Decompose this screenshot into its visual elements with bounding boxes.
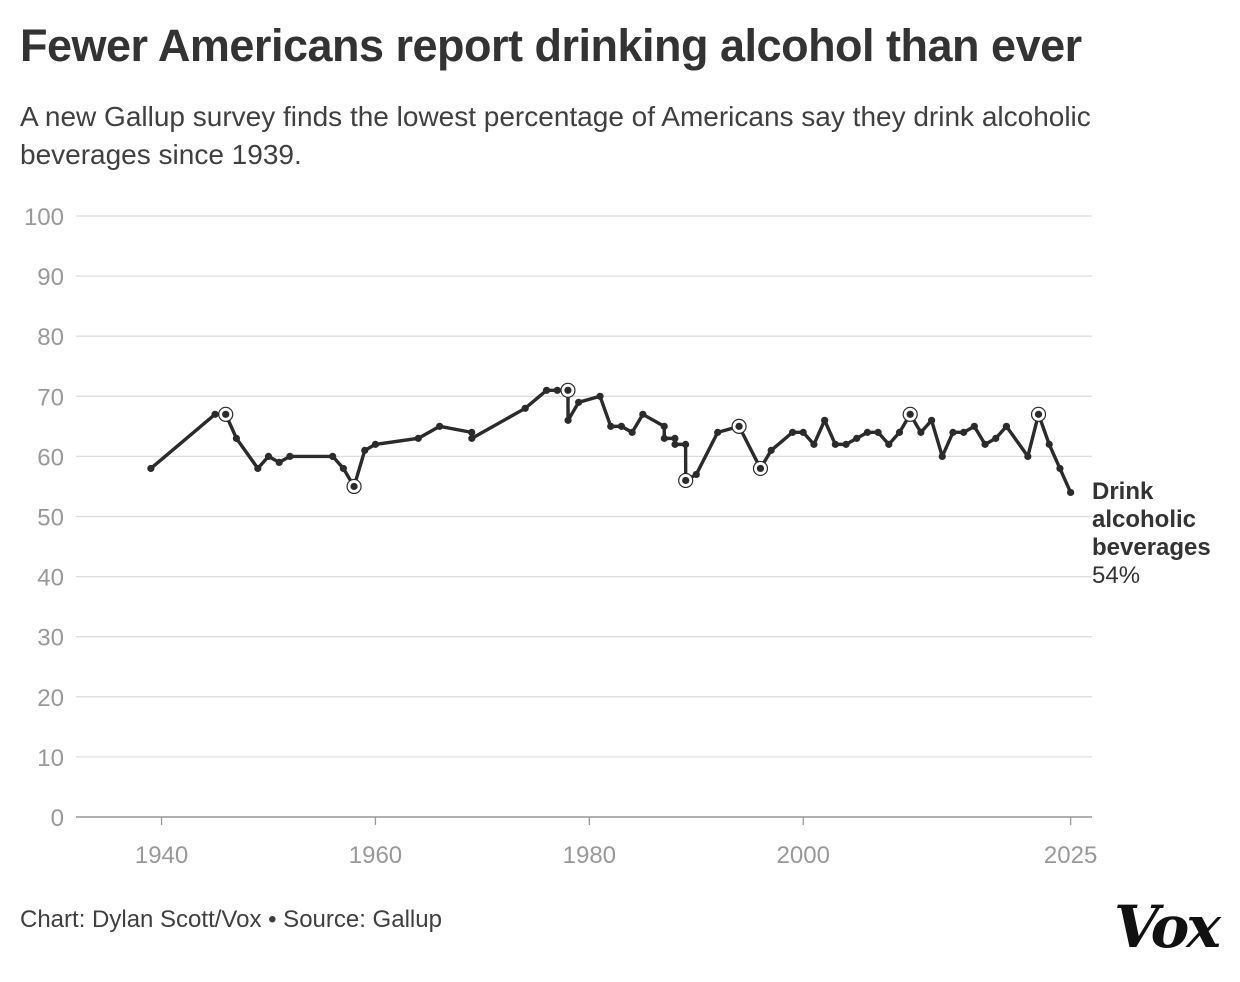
data-point bbox=[853, 434, 861, 442]
data-point bbox=[617, 422, 626, 430]
data-point bbox=[885, 440, 893, 448]
y-tick-label-60: 60 bbox=[37, 444, 64, 471]
data-point bbox=[553, 386, 561, 394]
data-point bbox=[607, 422, 615, 430]
chart-title: Fewer Americans report drinking alcohol … bbox=[20, 20, 1082, 71]
data-point bbox=[821, 416, 829, 424]
data-point bbox=[799, 428, 807, 436]
x-tick-label-2000: 2000 bbox=[777, 842, 830, 869]
y-tick-label-10: 10 bbox=[37, 745, 64, 772]
data-point bbox=[468, 428, 476, 436]
data-point bbox=[232, 434, 241, 442]
data-point bbox=[1067, 488, 1075, 497]
data-point bbox=[254, 464, 262, 473]
y-tick-label-30: 30 bbox=[37, 625, 64, 652]
data-point bbox=[414, 434, 422, 442]
data-point bbox=[361, 446, 369, 454]
data-point bbox=[895, 428, 904, 436]
data-point bbox=[147, 464, 155, 473]
data-point bbox=[639, 410, 647, 418]
y-tick-label-50: 50 bbox=[37, 505, 64, 532]
data-point bbox=[211, 410, 219, 418]
series-end-value: 54% bbox=[1092, 562, 1140, 589]
data-point bbox=[371, 440, 380, 448]
data-point bbox=[692, 470, 700, 479]
data-point bbox=[906, 410, 914, 418]
data-point bbox=[842, 440, 850, 448]
data-point bbox=[767, 446, 775, 454]
data-point bbox=[714, 428, 722, 436]
data-point bbox=[917, 428, 925, 436]
data-point bbox=[542, 386, 551, 394]
x-tick-label-1960: 1960 bbox=[349, 842, 402, 869]
data-point bbox=[339, 464, 347, 473]
data-point bbox=[671, 440, 679, 448]
data-point bbox=[992, 434, 1000, 442]
data-point bbox=[264, 452, 273, 460]
y-tick-label-40: 40 bbox=[37, 565, 64, 592]
data-point bbox=[564, 386, 572, 394]
data-point bbox=[863, 428, 872, 436]
axes: 0 10 20 30 40 50 60 70 80 90 100 1940 1960 1980 2000 20… bbox=[24, 204, 1097, 869]
data-point bbox=[960, 428, 968, 436]
data-point bbox=[596, 392, 604, 400]
y-tick-label-20: 20 bbox=[37, 685, 64, 712]
data-point bbox=[628, 428, 636, 436]
data-point bbox=[735, 422, 743, 430]
data-points bbox=[147, 382, 1075, 497]
data-point bbox=[1045, 440, 1053, 448]
data-point bbox=[222, 410, 230, 418]
series-label-line: beverages bbox=[1092, 534, 1211, 561]
gridlines bbox=[76, 215, 1092, 818]
series-line bbox=[149, 388, 1073, 495]
data-point bbox=[521, 404, 529, 412]
y-tick-label-80: 80 bbox=[37, 324, 64, 351]
data-point bbox=[671, 434, 679, 442]
data-point bbox=[329, 452, 337, 460]
data-point bbox=[1056, 464, 1064, 473]
data-point bbox=[810, 440, 818, 448]
data-point bbox=[468, 434, 476, 442]
data-point bbox=[1024, 452, 1032, 460]
data-point bbox=[682, 476, 690, 485]
data-point bbox=[286, 452, 294, 460]
data-point bbox=[1002, 422, 1011, 430]
data-point bbox=[938, 452, 946, 460]
data-point bbox=[1034, 410, 1043, 418]
data-point bbox=[275, 458, 283, 467]
chart-credit: Chart: Dylan Scott/Vox • Source: Gallup bbox=[20, 906, 442, 933]
data-point bbox=[756, 464, 765, 473]
y-tick-label-100: 100 bbox=[24, 204, 64, 231]
data-point bbox=[874, 428, 882, 436]
data-point bbox=[575, 398, 583, 406]
vox-logo: Vox bbox=[1114, 893, 1221, 961]
data-point bbox=[660, 434, 668, 442]
x-tick-label-1940: 1940 bbox=[135, 842, 188, 869]
data-point bbox=[436, 422, 444, 430]
data-point bbox=[970, 422, 978, 430]
chart-subtitle: A new Gallup survey finds the lowest per… bbox=[20, 101, 1091, 170]
line-chart: 0 10 20 30 40 50 60 70 80 90 100 1940 1960 1980 2000 20… bbox=[24, 204, 1211, 869]
data-point bbox=[660, 422, 668, 430]
data-point bbox=[564, 416, 572, 424]
data-point bbox=[981, 440, 989, 448]
y-tick-label-70: 70 bbox=[37, 384, 64, 411]
data-point bbox=[927, 416, 936, 424]
data-point bbox=[350, 482, 358, 491]
series-label-line: alcoholic bbox=[1092, 506, 1196, 533]
y-tick-label-90: 90 bbox=[37, 264, 64, 291]
series-label-line: Drink bbox=[1092, 478, 1154, 505]
y-tick-label-0: 0 bbox=[51, 805, 64, 832]
x-tick-label-1980: 1980 bbox=[563, 842, 616, 869]
x-tick-label-2025: 2025 bbox=[1044, 842, 1097, 869]
data-point bbox=[831, 440, 839, 448]
series-line-group bbox=[149, 388, 1073, 495]
data-point bbox=[949, 428, 957, 436]
data-point bbox=[788, 428, 797, 436]
data-point bbox=[682, 440, 690, 448]
